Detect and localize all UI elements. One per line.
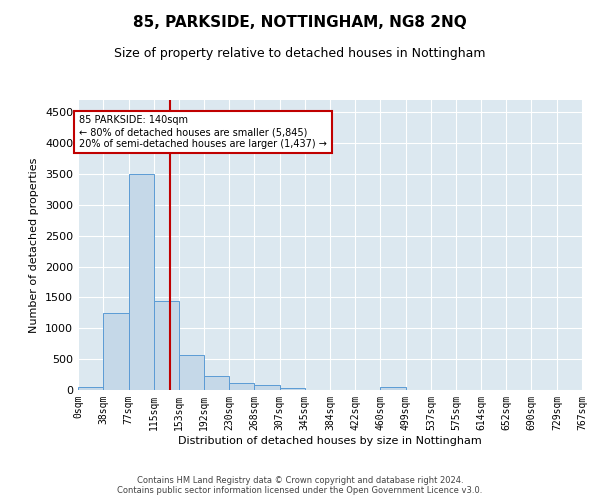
Bar <box>128 174 154 390</box>
Text: Contains HM Land Registry data © Crown copyright and database right 2024.
Contai: Contains HM Land Registry data © Crown c… <box>118 476 482 495</box>
Bar <box>103 313 128 390</box>
Bar <box>229 382 254 390</box>
Text: Size of property relative to detached houses in Nottingham: Size of property relative to detached ho… <box>114 48 486 60</box>
Y-axis label: Number of detached properties: Number of detached properties <box>29 158 40 332</box>
Bar <box>280 388 305 390</box>
Text: 85, PARKSIDE, NOTTINGHAM, NG8 2NQ: 85, PARKSIDE, NOTTINGHAM, NG8 2NQ <box>133 15 467 30</box>
X-axis label: Distribution of detached houses by size in Nottingham: Distribution of detached houses by size … <box>178 436 482 446</box>
Bar <box>204 376 229 390</box>
Bar <box>380 387 406 390</box>
Bar <box>154 300 179 390</box>
Bar <box>78 387 103 390</box>
Text: 85 PARKSIDE: 140sqm
← 80% of detached houses are smaller (5,845)
20% of semi-det: 85 PARKSIDE: 140sqm ← 80% of detached ho… <box>79 116 327 148</box>
Bar <box>254 385 280 390</box>
Bar <box>179 354 204 390</box>
